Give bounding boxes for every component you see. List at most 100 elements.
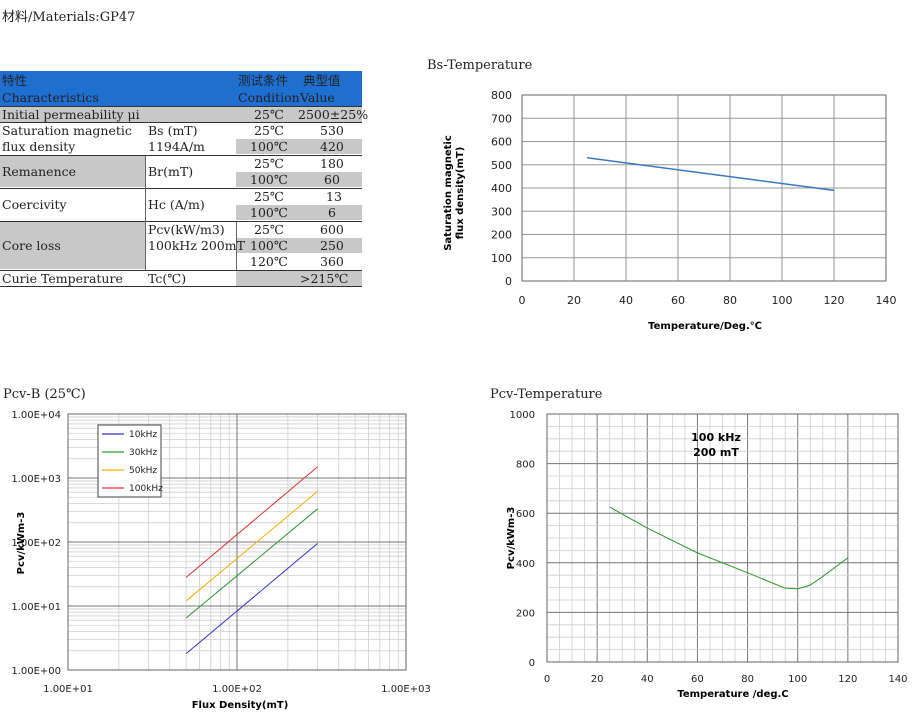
row-mu-label: Initial permeability μi bbox=[2, 107, 140, 122]
row-br-temp1: 25℃ bbox=[254, 156, 284, 171]
pcvb-y-tick-label: 1.00E+00 bbox=[11, 666, 61, 677]
bs-x-tick-label: 20 bbox=[567, 294, 581, 307]
row-tc-unit: Tc(℃) bbox=[148, 271, 187, 286]
pcvt-plot-frame bbox=[546, 413, 899, 663]
pcvt-x-tick-label: 20 bbox=[591, 674, 604, 685]
pcvb-x-tick-label: 1.00E+01 bbox=[43, 684, 93, 695]
pcvb-legend-label: 100kHz bbox=[129, 484, 163, 494]
row-bs-value2: 420 bbox=[320, 139, 344, 154]
row-tc-label: Curie Temperature bbox=[2, 271, 123, 286]
pcvt-annotation-line2: 200 mT bbox=[693, 446, 739, 459]
pcvt-series-line bbox=[609, 506, 849, 590]
pcv-temp-chart-title: Pcv-Temperature bbox=[490, 387, 603, 402]
row-hc-temp1: 25℃ bbox=[254, 189, 284, 204]
pcvt-y-tick-label: 0 bbox=[529, 658, 535, 669]
row-pcv-value1: 600 bbox=[320, 222, 344, 237]
pcvt-annotation-line1: 100 kHz bbox=[691, 431, 741, 444]
pcvt-x-tick-label: 40 bbox=[641, 674, 654, 685]
pcv-b-chart-title: Pcv-B (25℃) bbox=[3, 387, 86, 402]
bs-plot-frame bbox=[521, 94, 887, 282]
pcvt-y-tick-label: 400 bbox=[516, 559, 535, 570]
pcvb-x-axis-label: Flux Density(mT) bbox=[192, 700, 289, 711]
bs-x-tick-label: 60 bbox=[671, 294, 685, 307]
pcvt-x-tick-label: 100 bbox=[788, 674, 807, 685]
pcvb-y-tick-label: 1.00E+03 bbox=[11, 474, 61, 485]
bs-x-axis-label: Temperature/Deg.℃ bbox=[648, 321, 762, 332]
pcvt-x-tick-label: 140 bbox=[888, 674, 907, 685]
row-pcv-value2: 250 bbox=[320, 238, 344, 253]
row-pcv-value3: 360 bbox=[320, 254, 344, 269]
row-bs-temp1: 25℃ bbox=[254, 123, 284, 138]
row-br-temp2: 100℃ bbox=[250, 172, 288, 187]
row-hc-label: Coercivity bbox=[2, 197, 67, 212]
header-condition-cn: 测试条件 bbox=[238, 73, 289, 88]
pcvb-series-line bbox=[185, 466, 318, 578]
pcvt-x-axis-label: Temperature /deg.C bbox=[677, 689, 788, 700]
pcvt-y-tick-label: 200 bbox=[516, 608, 535, 619]
table-header bbox=[0, 71, 362, 106]
bs-y-tick-label: 500 bbox=[491, 159, 512, 172]
bs-y-tick-label: 400 bbox=[491, 182, 512, 195]
row-bs-label2: flux density bbox=[2, 139, 76, 154]
header-value-cn: 典型值 bbox=[303, 73, 341, 88]
header-value-en: Value bbox=[300, 90, 335, 105]
row-pcv-unit: Pcv(kW/m3) bbox=[148, 222, 225, 237]
row-pcv-temp2: 100℃ bbox=[250, 238, 288, 253]
document-title: 材料/Materials:GP47 bbox=[2, 10, 136, 25]
bs-x-tick-label: 100 bbox=[772, 294, 793, 307]
bs-temp-chart-title: Bs-Temperature bbox=[427, 58, 533, 73]
pcvb-legend-label: 30kHz bbox=[129, 448, 157, 458]
bs-x-tick-label: 140 bbox=[876, 294, 897, 307]
pcvb-x-tick-label: 1.00E+03 bbox=[381, 684, 431, 695]
row-pcv-temp1: 25℃ bbox=[254, 222, 284, 237]
bs-series-line bbox=[586, 157, 835, 192]
row-bs-label1: Saturation magnetic bbox=[2, 123, 132, 138]
pcvt-x-tick-label: 60 bbox=[691, 674, 704, 685]
bs-y-tick-label: 0 bbox=[505, 275, 512, 288]
pcvb-x-tick-label: 1.00E+02 bbox=[212, 684, 262, 695]
row-br-label: Remanence bbox=[2, 164, 77, 179]
bs-y-tick-label: 600 bbox=[491, 136, 512, 149]
bs-x-tick-label: 80 bbox=[723, 294, 737, 307]
row-hc-value1: 13 bbox=[326, 189, 342, 204]
bs-y-tick-label: 100 bbox=[491, 252, 512, 265]
row-tc-value: >215℃ bbox=[300, 271, 349, 286]
row-pcv-cond: 100kHz 200mT bbox=[148, 238, 245, 253]
pcvt-y-tick-label: 1000 bbox=[510, 410, 535, 421]
header-characteristics-en: Characteristics bbox=[2, 90, 99, 105]
pcvb-y-axis-label: Pcv/kWm-3 bbox=[16, 512, 27, 575]
row-hc-temp2: 100℃ bbox=[250, 205, 288, 220]
pcvt-y-tick-label: 600 bbox=[516, 509, 535, 520]
bs-y-tick-label: 200 bbox=[491, 229, 512, 242]
row-mu-temp: 25℃ bbox=[254, 107, 284, 122]
row-hc-unit: Hc (A/m) bbox=[148, 197, 205, 212]
row-bs-unit: Bs (mT) bbox=[148, 123, 198, 138]
bs-x-tick-label: 120 bbox=[824, 294, 845, 307]
row-hc-value2: 6 bbox=[328, 205, 336, 220]
pcvb-series-line bbox=[185, 490, 318, 602]
bs-y-tick-label: 700 bbox=[491, 112, 512, 125]
row-br-value2: 60 bbox=[324, 172, 340, 187]
bs-y-axis-label-line1: Saturation magnetic bbox=[443, 135, 454, 251]
pcvb-y-tick-label: 1.00E+02 bbox=[11, 538, 61, 549]
row-br-value1: 180 bbox=[320, 156, 344, 171]
pcvt-y-axis-label: Pcv/kWm-3 bbox=[506, 507, 517, 570]
pcvt-x-tick-label: 120 bbox=[838, 674, 857, 685]
bs-x-tick-label: 40 bbox=[619, 294, 633, 307]
row-bs-temp2: 100℃ bbox=[250, 139, 288, 154]
header-condition-en: Condition bbox=[238, 90, 300, 105]
pcvb-legend-label: 50kHz bbox=[129, 466, 157, 476]
pcvb-y-tick-label: 1.00E+04 bbox=[11, 410, 61, 421]
header-characteristics-cn: 特性 bbox=[2, 73, 28, 88]
bs-x-tick-label: 0 bbox=[519, 294, 526, 307]
bs-y-tick-label: 300 bbox=[491, 205, 512, 218]
pcvb-series-line bbox=[185, 543, 318, 655]
row-pcv-temp3: 120℃ bbox=[250, 254, 288, 269]
pcvt-x-tick-label: 80 bbox=[741, 674, 754, 685]
row-mu-value: 2500±25% bbox=[298, 107, 369, 122]
pcvb-legend-box bbox=[97, 424, 162, 498]
bs-y-axis-label-line2: flux density(mT) bbox=[455, 147, 466, 240]
pcvt-x-tick-label: 0 bbox=[544, 674, 550, 685]
pcvt-y-tick-label: 800 bbox=[516, 460, 535, 471]
